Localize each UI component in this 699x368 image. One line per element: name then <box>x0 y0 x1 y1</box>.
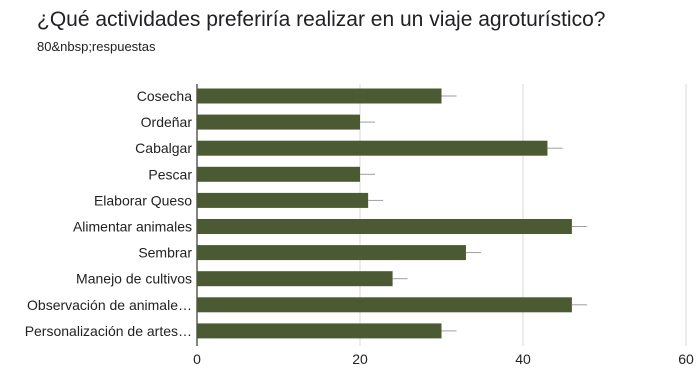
bar-6 <box>197 245 466 261</box>
bar-1 <box>197 114 360 130</box>
x-tick-label-20: 20 <box>352 351 368 367</box>
category-label-9: Personalización de artes… <box>25 323 192 339</box>
category-label-5: Alimentar animales <box>73 219 192 235</box>
response-count: 80&nbsp;respuestas <box>37 39 156 54</box>
x-tick-label-60: 60 <box>678 351 694 367</box>
bar-0 <box>197 88 442 104</box>
category-label-3: Pescar <box>148 166 192 182</box>
category-label-1: Ordeñar <box>141 114 193 130</box>
category-label-2: Cabalgar <box>135 140 192 156</box>
bar-5 <box>197 219 572 234</box>
bar-layer <box>197 88 587 339</box>
chart-title: ¿Qué actividades preferiría realizar en … <box>37 8 606 31</box>
bar-7 <box>197 271 393 287</box>
category-label-4: Elaborar Queso <box>94 192 192 208</box>
category-label-0: Cosecha <box>137 88 192 104</box>
category-label-6: Sembrar <box>138 245 192 261</box>
bar-9 <box>197 323 442 339</box>
x-tick-label-0: 0 <box>193 351 201 367</box>
bar-4 <box>197 192 369 208</box>
bar-3 <box>197 166 360 182</box>
bar-2 <box>197 140 548 156</box>
x-tick-label-40: 40 <box>515 351 531 367</box>
category-label-7: Manejo de cultivos <box>76 271 192 287</box>
bar-8 <box>197 297 572 313</box>
category-label-8: Observación de animale… <box>27 297 192 313</box>
label-layer: 0 20 40 60 Cosecha Ordeñar Cabalgar Pescar Elabo… <box>25 88 694 367</box>
